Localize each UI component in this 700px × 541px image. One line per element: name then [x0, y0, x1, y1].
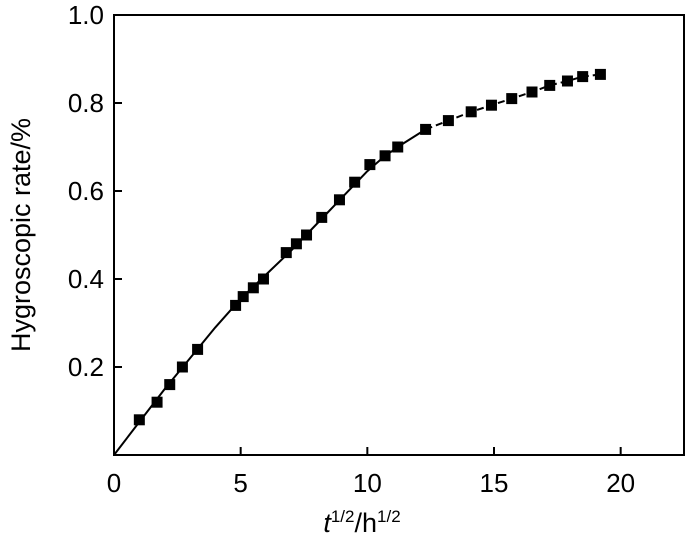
data-point-marker [164, 379, 176, 391]
data-point-marker [333, 194, 345, 206]
x-axis-label-base-1: t [323, 508, 332, 538]
data-point-marker [290, 238, 302, 250]
x-tick-label: 0 [107, 468, 121, 498]
data-point-marker [485, 99, 497, 111]
plot-frame [113, 14, 685, 456]
data-point-marker [151, 396, 163, 408]
fit-curve-dashed [425, 73, 601, 131]
data-point-marker [561, 75, 573, 87]
x-tick-label: 10 [353, 468, 382, 498]
y-tick-label: 0.8 [68, 88, 104, 118]
y-tick-label: 0.6 [68, 176, 104, 206]
data-point-marker [379, 150, 391, 162]
markers-group [133, 68, 606, 426]
x-axis-label-base-2: /h [354, 508, 377, 538]
data-point-marker [230, 299, 242, 311]
y-tick-label: 1.0 [68, 0, 104, 30]
axes-group [113, 14, 685, 456]
data-point-marker [364, 159, 376, 171]
data-point-marker [176, 361, 188, 373]
data-point-marker [506, 93, 518, 105]
data-point-marker [257, 273, 269, 285]
tick-labels-group: 0 5 10 15 20 0.2 0.4 0.6 0.8 1.0 [68, 0, 635, 498]
data-point-marker [280, 247, 292, 259]
y-axis-label: Hygroscopic rate/% [6, 118, 36, 352]
y-tick-label: 0.2 [68, 352, 104, 382]
data-point-marker [349, 176, 361, 188]
x-tick-label: 15 [480, 468, 509, 498]
data-point-marker [247, 282, 259, 294]
x-tick-label: 5 [233, 468, 247, 498]
data-point-marker [133, 414, 145, 426]
data-point-marker [544, 79, 556, 91]
data-point-marker [594, 68, 606, 80]
x-axis-label-sup-1: 1/2 [331, 507, 355, 526]
x-tick-label: 20 [606, 468, 635, 498]
data-point-marker [392, 141, 404, 153]
data-point-marker [465, 106, 477, 118]
data-point-marker [301, 229, 313, 241]
data-point-marker [420, 123, 432, 135]
data-point-marker [526, 86, 538, 98]
curves-group [113, 73, 601, 456]
y-tick-label: 0.4 [68, 264, 104, 294]
data-point-marker [237, 291, 249, 303]
data-point-marker [316, 211, 328, 223]
x-axis-label-sup-2: 1/2 [377, 507, 401, 526]
data-point-marker [577, 71, 589, 83]
data-point-marker [442, 115, 454, 127]
x-axis-label: t1/2/h1/2 [323, 507, 400, 538]
data-point-marker [192, 343, 204, 355]
